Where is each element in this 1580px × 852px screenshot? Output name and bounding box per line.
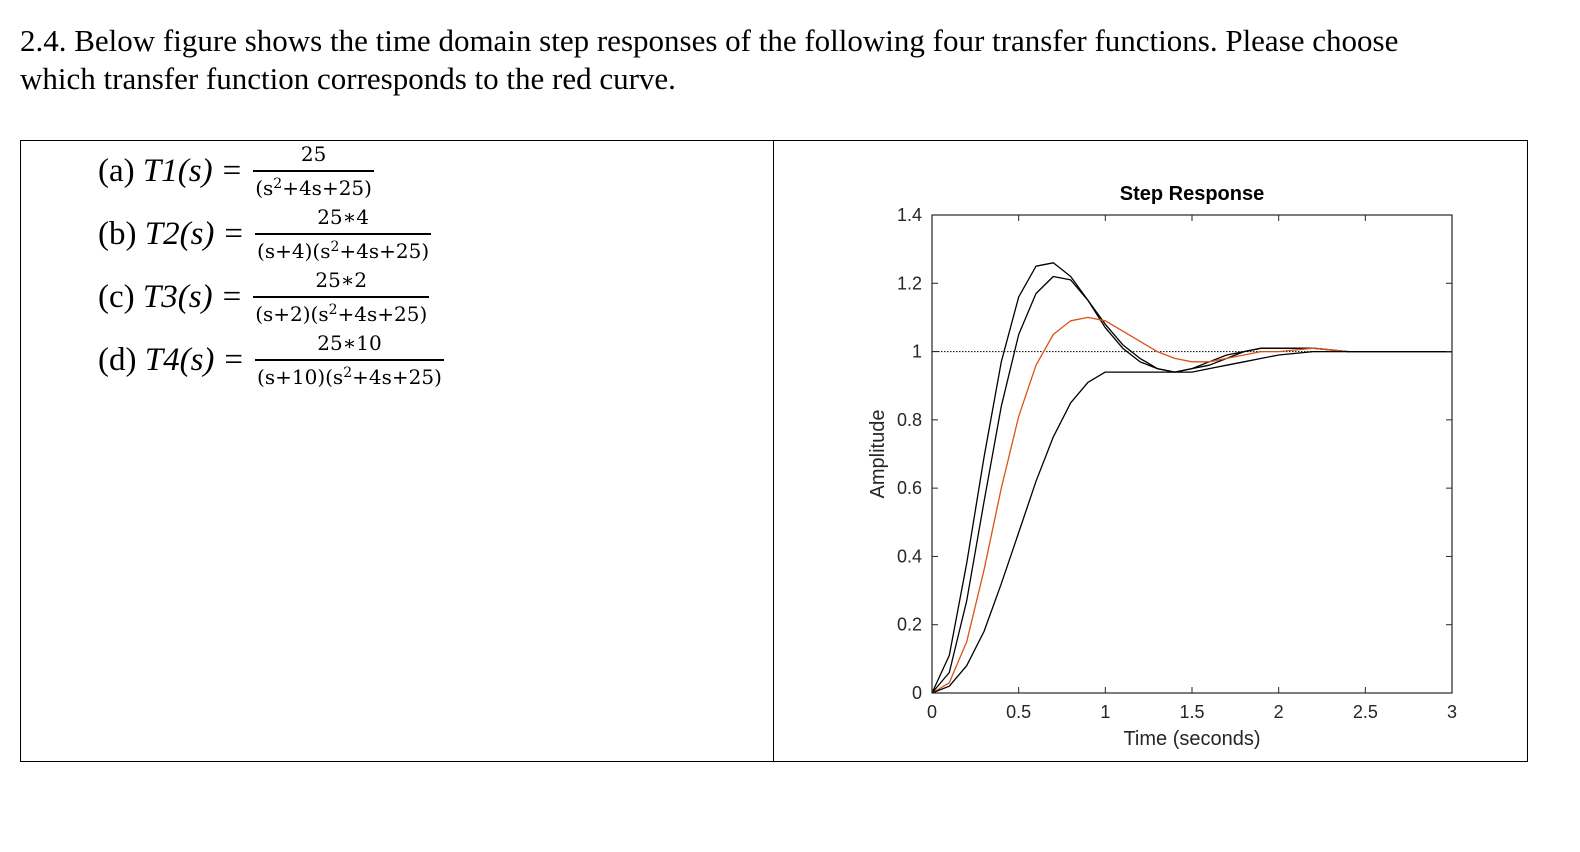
tf-option: (c) bbox=[98, 278, 143, 315]
tf-option: (a) bbox=[98, 152, 143, 189]
tf-name: T3 bbox=[142, 278, 178, 315]
tf-fraction: 25 (s2+4s+25) bbox=[253, 142, 374, 201]
tf-numerator: 25∗2 bbox=[315, 267, 368, 292]
tf-option: (b) bbox=[98, 215, 145, 252]
tf-denominator: (s+10)(s2+4s+25) bbox=[255, 358, 444, 390]
series-line-1 bbox=[931, 262, 1452, 694]
y-axis-label: Amplitude bbox=[867, 410, 889, 499]
tf-equals: = bbox=[224, 215, 244, 252]
y-tick-label: 0 bbox=[912, 683, 922, 703]
series-line-2 bbox=[931, 275, 1452, 694]
x-axis-label: Time (seconds) bbox=[1123, 728, 1260, 750]
x-tick-label: 2.5 bbox=[1353, 702, 1378, 722]
transfer-function-c: (c) T3(s) = 25∗2 (s+2)(s2+4s+25) bbox=[98, 266, 430, 328]
tf-denominator: (s+2)(s2+4s+25) bbox=[253, 295, 430, 327]
y-tick-label: 0.4 bbox=[897, 546, 922, 566]
figure-table bbox=[20, 140, 1528, 762]
tf-fraction: 25∗10 (s+10)(s2+4s+25) bbox=[255, 331, 444, 390]
transfer-function-b: (b) T2(s) = 25∗4 (s+4)(s2+4s+25) bbox=[98, 203, 432, 265]
x-tick-label: 1 bbox=[1100, 702, 1110, 722]
tf-name: T4 bbox=[144, 341, 180, 378]
tf-equals: = bbox=[224, 341, 244, 378]
y-tick-label: 1.2 bbox=[897, 273, 922, 293]
tf-name: T1 bbox=[142, 152, 178, 189]
tf-variable: (s) bbox=[177, 278, 213, 315]
tf-equals: = bbox=[222, 152, 242, 189]
x-tick-label: 3 bbox=[1447, 702, 1457, 722]
tf-variable: (s) bbox=[177, 152, 213, 189]
transfer-function-a: (a) T1(s) = 25 (s2+4s+25) bbox=[98, 140, 374, 202]
table-divider bbox=[773, 140, 774, 762]
x-tick-label: 0 bbox=[927, 702, 937, 722]
tf-denominator: (s2+4s+25) bbox=[253, 169, 374, 201]
tf-label: (c) T3(s) bbox=[98, 279, 213, 316]
tf-numerator: 25∗4 bbox=[317, 204, 369, 229]
tf-equals: = bbox=[222, 278, 242, 315]
tf-variable: (s) bbox=[179, 341, 215, 378]
x-tick-label: 1.5 bbox=[1179, 702, 1204, 722]
y-tick-label: 1 bbox=[912, 342, 922, 362]
question-line-2: which transfer function corresponds to t… bbox=[20, 61, 676, 96]
tf-variable: (s) bbox=[179, 215, 215, 252]
transfer-function-d: (d) T4(s) = 25∗10 (s+10)(s2+4s+25) bbox=[98, 329, 444, 391]
tf-label: (a) T1(s) bbox=[98, 153, 213, 190]
y-tick-label: 0.8 bbox=[897, 410, 922, 430]
x-tick-label: 0.5 bbox=[1006, 702, 1031, 722]
y-tick-label: 0.2 bbox=[897, 615, 922, 635]
tf-fraction: 25∗4 (s+4)(s2+4s+25) bbox=[255, 204, 432, 264]
series-line-4 bbox=[931, 350, 1452, 694]
x-tick-label: 2 bbox=[1274, 702, 1284, 722]
tf-numerator: 25 bbox=[300, 141, 327, 166]
tf-label: (b) T2(s) bbox=[98, 216, 214, 253]
step-response-chart: 0 0.5 1 1.5 2 2.5 3 0 0.2 0.4 0.6 0.8 1 1.2 1.4 Step Re… bbox=[867, 183, 1457, 750]
y-tick-label: 1.4 bbox=[897, 205, 922, 225]
tf-label: (d) T4(s) bbox=[98, 342, 214, 379]
chart-title: Step Response bbox=[1120, 183, 1264, 205]
tf-fraction: 25∗2 (s+2)(s2+4s+25) bbox=[253, 267, 430, 327]
question-line-1: 2.4. Below figure shows the time domain … bbox=[20, 23, 1399, 58]
tf-name: T2 bbox=[144, 215, 180, 252]
y-tick-label: 0.6 bbox=[897, 478, 922, 498]
series-line-3 bbox=[931, 316, 1452, 694]
tf-numerator: 25∗10 bbox=[317, 330, 382, 355]
tf-option: (d) bbox=[98, 341, 145, 378]
tf-denominator: (s+4)(s2+4s+25) bbox=[255, 232, 432, 264]
question-text: 2.4. Below figure shows the time domain … bbox=[20, 22, 1560, 98]
